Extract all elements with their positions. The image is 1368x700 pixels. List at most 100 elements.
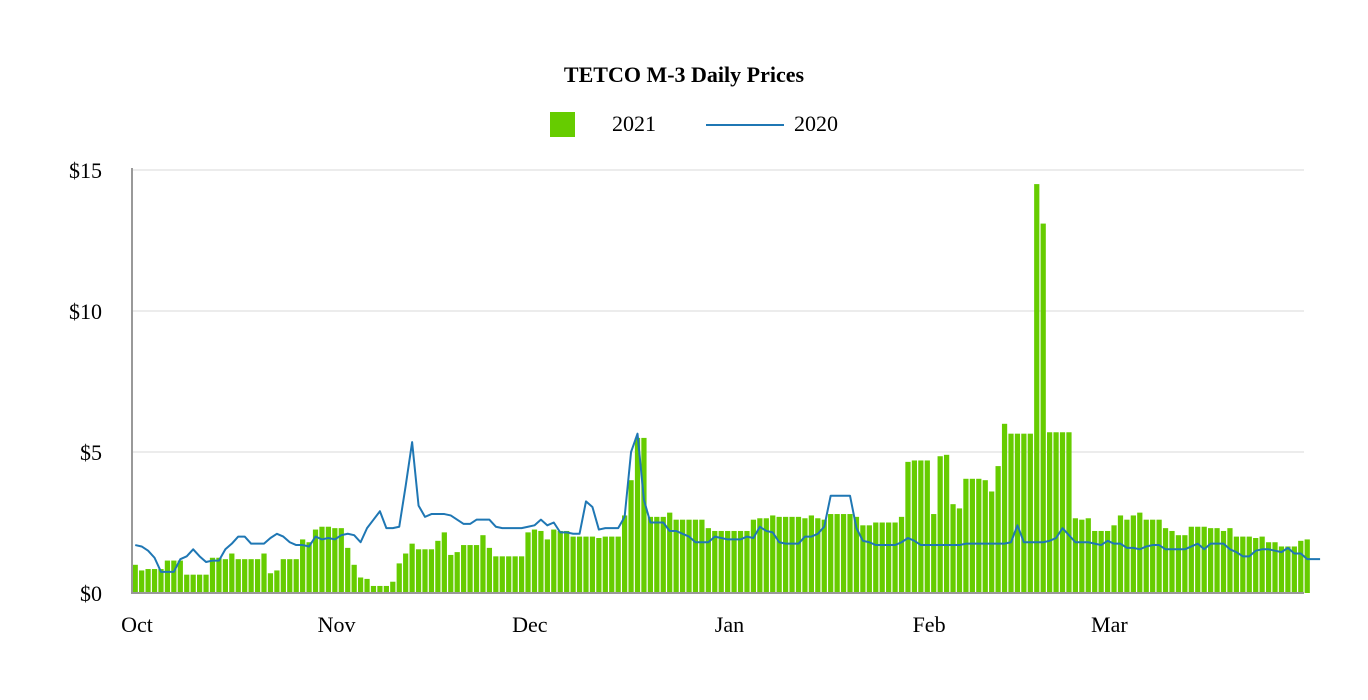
bar-2021-138	[1021, 433, 1027, 593]
bar-2021-94	[737, 530, 744, 593]
bar-2021-79	[641, 437, 647, 593]
bar-2021-117	[886, 522, 892, 593]
bar-2021-7	[177, 560, 183, 593]
bar-2021-112	[853, 516, 860, 593]
x-tick-label: Oct	[121, 612, 153, 637]
x-axis-ticks: Oct Nov Dec Jan Feb Mar	[121, 612, 1128, 637]
bar-2021-169	[1220, 530, 1227, 593]
bar-2021-136	[1008, 433, 1014, 593]
legend-item-2021[interactable]: 2021	[550, 108, 656, 140]
bar-2021-174	[1253, 538, 1259, 593]
bar-2021-98	[763, 518, 769, 593]
bar-2021-105	[808, 515, 814, 593]
bar-2021-71	[589, 536, 596, 593]
bar-2021-159	[1156, 519, 1162, 593]
x-tick-label: Nov	[318, 612, 356, 637]
bar-2021-133	[989, 491, 995, 593]
bar-2021-100	[776, 516, 782, 593]
bar-2021-141	[1040, 223, 1046, 593]
bar-2021-66	[557, 530, 563, 593]
bar-2021-156	[1137, 512, 1143, 593]
bar-2021-43	[409, 543, 415, 593]
bar-2021-31	[332, 528, 338, 593]
bar-2021-173	[1246, 536, 1252, 593]
bar-2021-65	[551, 529, 557, 593]
bar-2021-114	[866, 525, 872, 593]
bar-2021-82	[660, 516, 666, 593]
bar-2021-180	[1291, 546, 1297, 593]
legend-swatch-2021	[550, 111, 575, 137]
bar-2021-76	[622, 515, 628, 593]
bar-2021-162	[1175, 535, 1182, 593]
bar-2021-120	[905, 461, 911, 593]
bar-2021-89	[705, 528, 711, 593]
bar-2021-88	[699, 519, 705, 593]
bar-2021-16	[235, 559, 241, 593]
bar-2021-22	[274, 570, 280, 593]
bar-2021-42	[403, 553, 409, 593]
y-axis-ticks: $0 $5 $10 $15	[69, 158, 102, 606]
bar-2021-58	[506, 556, 512, 593]
bar-2021-49	[448, 554, 454, 593]
bar-2021-143	[1053, 432, 1059, 593]
bar-2021-52	[467, 545, 473, 593]
bar-2021-72	[596, 538, 602, 593]
bar-2021-11	[203, 574, 209, 593]
bar-2021-44	[415, 549, 422, 593]
bar-2021-103	[795, 516, 802, 593]
bar-2021-35	[357, 577, 364, 593]
bar-2021-77	[628, 480, 634, 593]
bar-2021-15	[229, 553, 235, 593]
bar-2021-96	[750, 519, 757, 593]
bar-2021-21	[267, 573, 274, 593]
bar-2021-123	[924, 460, 930, 593]
bar-2021-78	[634, 437, 641, 593]
legend-label-2020: 2020	[794, 111, 838, 136]
bar-2021-154	[1124, 519, 1130, 593]
bar-2021-87	[692, 519, 699, 593]
bar-2021-135	[1001, 423, 1008, 593]
bar-2021-131	[976, 478, 982, 593]
bar-2021-106	[815, 518, 821, 593]
bar-2021-41	[396, 563, 402, 593]
y-tick-label: $5	[80, 440, 102, 465]
bar-2021-73	[602, 536, 608, 593]
series-line-2020	[135, 432, 1321, 573]
bar-2021-137	[1014, 433, 1021, 593]
x-tick-label: Mar	[1091, 612, 1128, 637]
bar-2021-56	[493, 556, 499, 593]
bar-2021-175	[1259, 536, 1265, 593]
bar-2021-124	[931, 514, 937, 593]
bar-2021-39	[383, 585, 389, 593]
bar-2021-147	[1079, 519, 1085, 593]
x-tick-label: Jan	[715, 612, 744, 637]
bar-2021-171	[1233, 536, 1240, 593]
bar-2021-160	[1162, 528, 1169, 593]
bar-2021-93	[731, 530, 737, 593]
y-tick-label: $0	[80, 581, 102, 606]
legend-item-2020[interactable]: 2020	[706, 108, 838, 140]
chart-legend: 2021 2020	[0, 108, 1368, 140]
bar-2021-37	[370, 585, 377, 593]
bar-2021-148	[1085, 518, 1091, 593]
bar-2021-127	[950, 504, 956, 593]
bar-2021-38	[377, 585, 383, 593]
bar-2021-61	[525, 532, 531, 593]
bar-2021-67	[564, 530, 570, 593]
bar-2021-142	[1047, 432, 1053, 593]
bar-2021-152	[1111, 525, 1117, 593]
bar-2021-168	[1214, 528, 1220, 593]
bar-2021-1	[139, 570, 145, 593]
bar-2021-164	[1188, 526, 1194, 593]
bar-2021-130	[969, 478, 975, 593]
bar-2021-91	[718, 530, 724, 593]
bar-2021-5	[164, 560, 171, 593]
bar-2021-90	[712, 530, 718, 593]
bar-2021-151	[1104, 530, 1111, 593]
bar-2021-145	[1066, 432, 1072, 593]
bar-2021-4	[158, 569, 164, 593]
bar-2021-74	[609, 536, 615, 593]
bar-2021-29	[319, 526, 325, 593]
bar-2021-139	[1027, 433, 1033, 593]
bar-2021-107	[821, 519, 827, 593]
